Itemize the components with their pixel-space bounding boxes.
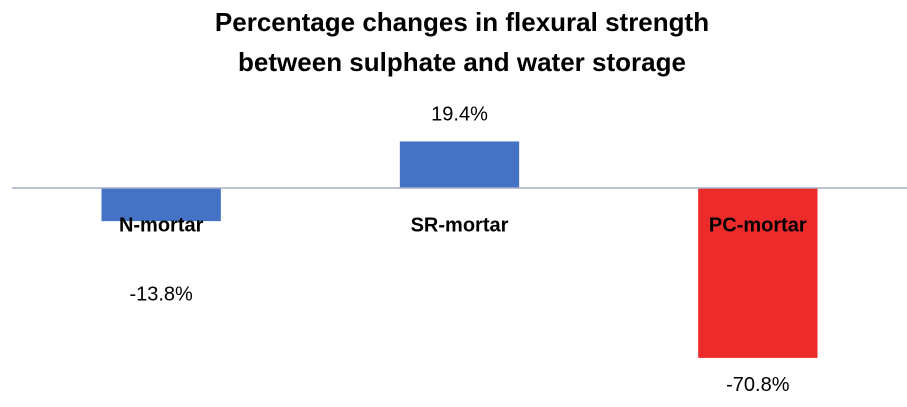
chart-title: Percentage changes in flexural strength [215,7,709,37]
category-label: SR-mortar [411,214,509,236]
chart-title: between sulphate and water storage [238,47,686,77]
data-label: 19.4% [431,104,488,126]
data-label: -13.8% [129,283,193,305]
data-label: -70.8% [726,374,790,396]
bar [698,188,818,358]
category-label: PC-mortar [709,214,807,236]
category-label: N-mortar [119,214,204,236]
bar [101,188,221,222]
bar [399,141,520,188]
